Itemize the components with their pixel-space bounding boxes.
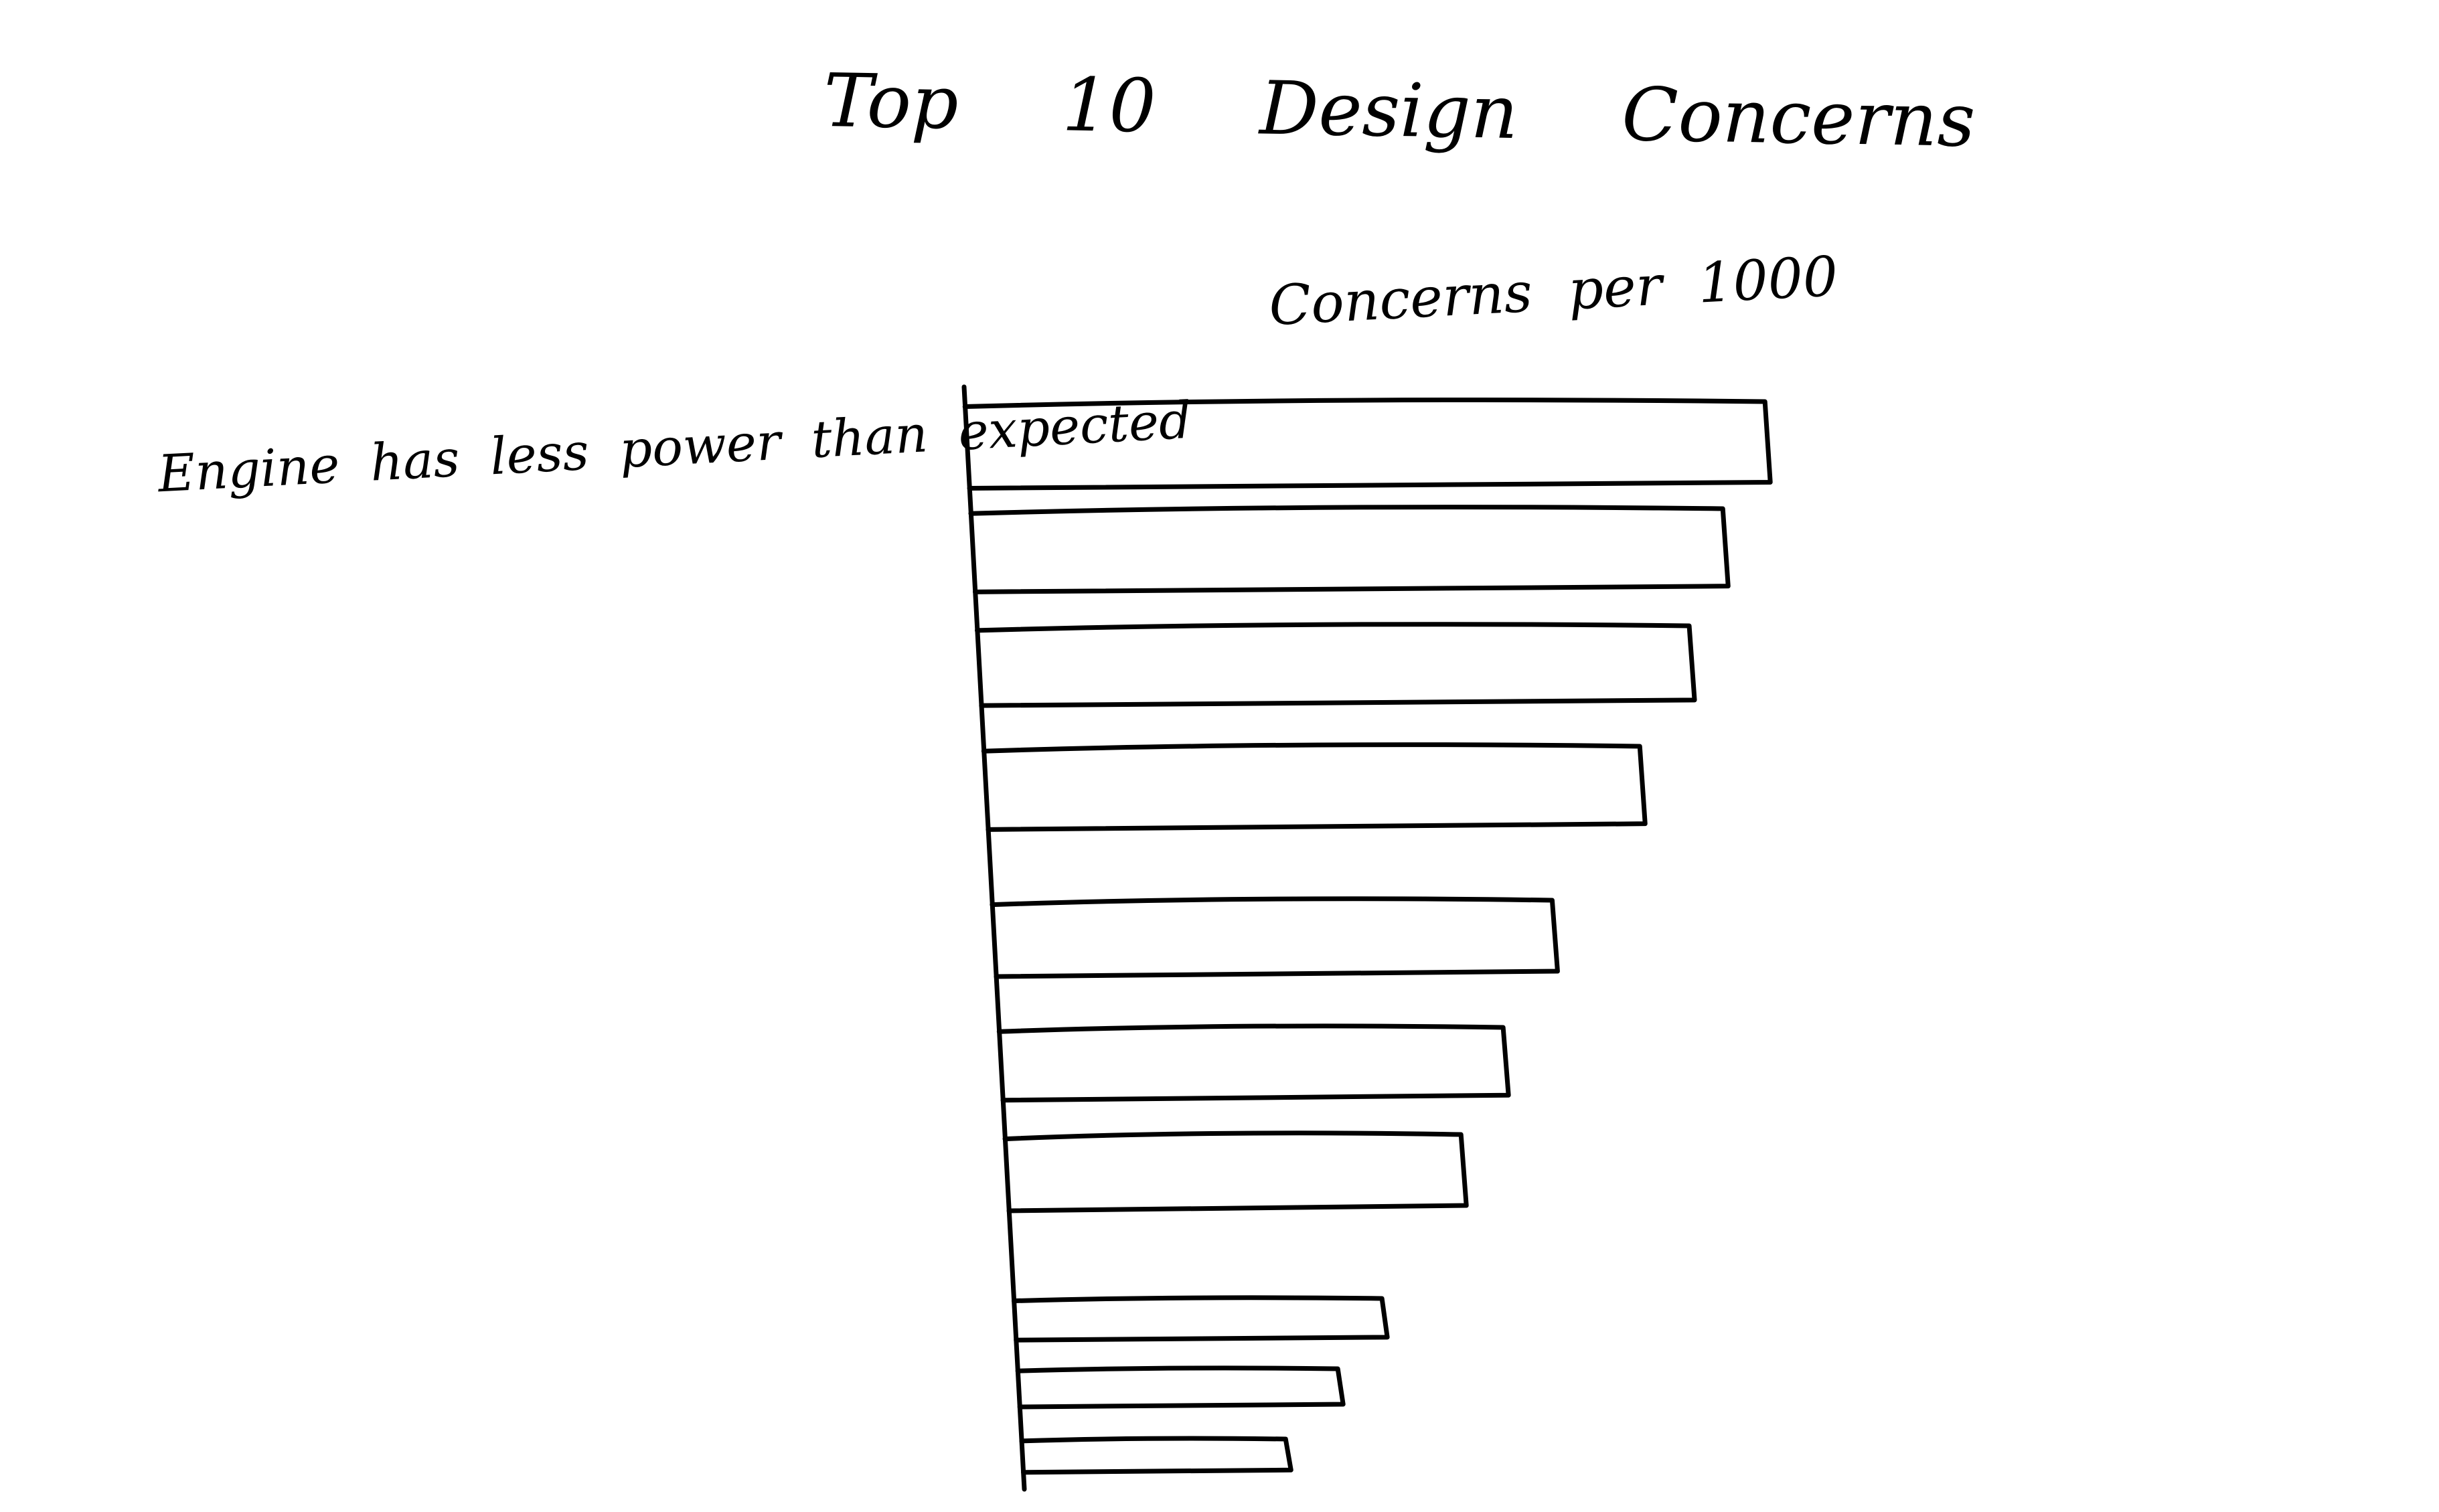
bar-2 <box>968 505 1731 594</box>
bar-5 <box>990 896 1560 979</box>
bar-3 <box>975 622 1697 708</box>
bar-10 <box>1019 1436 1293 1475</box>
bars-group <box>962 398 1773 1475</box>
y-axis-line <box>961 384 1027 1492</box>
bar-6 <box>996 1023 1511 1103</box>
bar-9 <box>1015 1365 1346 1410</box>
bar-7 <box>1002 1130 1469 1213</box>
bar-4 <box>981 742 1648 832</box>
bar-1 <box>962 398 1773 491</box>
bar-8 <box>1011 1295 1390 1343</box>
